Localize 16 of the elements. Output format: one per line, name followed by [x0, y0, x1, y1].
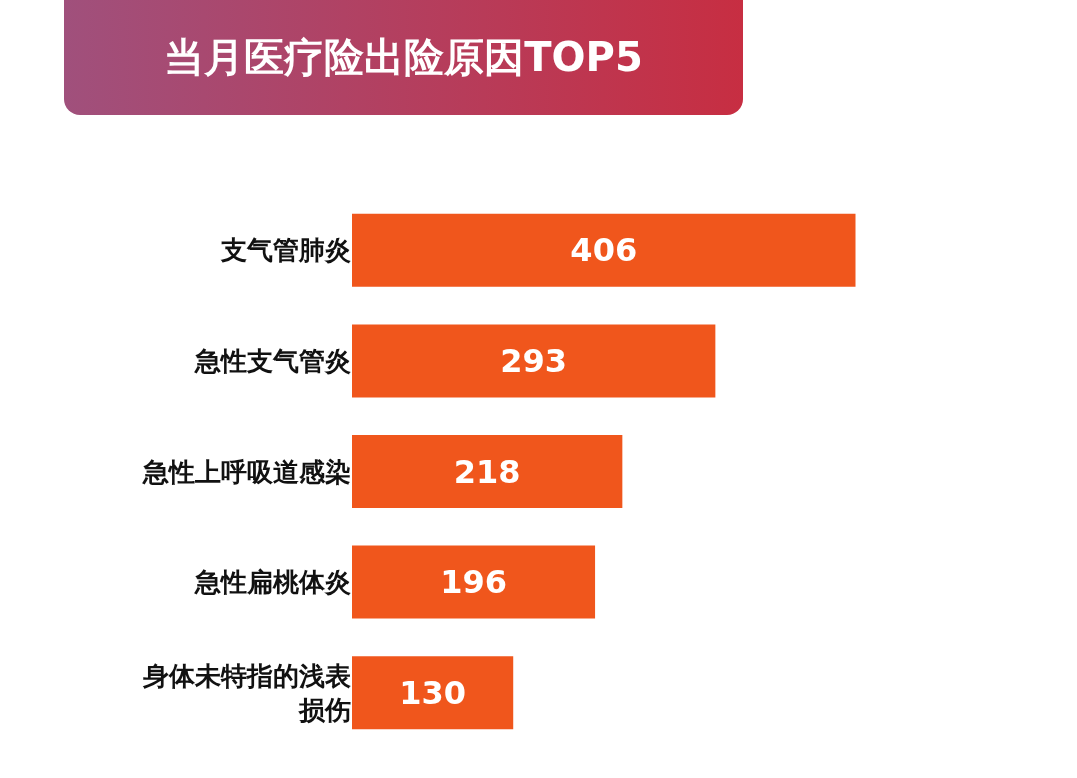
- data-label: 218: [453, 452, 521, 491]
- bar: [352, 213, 856, 287]
- data-label: 196: [440, 563, 507, 602]
- y-tick-label: 支气管肺炎: [220, 235, 351, 266]
- y-tick-label: 急性支气管炎: [194, 346, 351, 376]
- data-label: 130: [399, 673, 467, 712]
- bar: [352, 545, 596, 619]
- y-tick-label: 急性扁桃体炎: [194, 567, 351, 598]
- chart-title: 当月医疗险出险原因TOP5: [64, 0, 743, 115]
- y-tick-label: 身体未特指的浅表损伤: [142, 660, 351, 725]
- data-label: 293: [500, 341, 568, 380]
- bar: [352, 656, 514, 730]
- y-tick-label: 急性上呼吸道感染: [142, 456, 351, 487]
- data-label: 406: [570, 231, 638, 270]
- bar: [352, 324, 716, 398]
- bar: [352, 435, 623, 508]
